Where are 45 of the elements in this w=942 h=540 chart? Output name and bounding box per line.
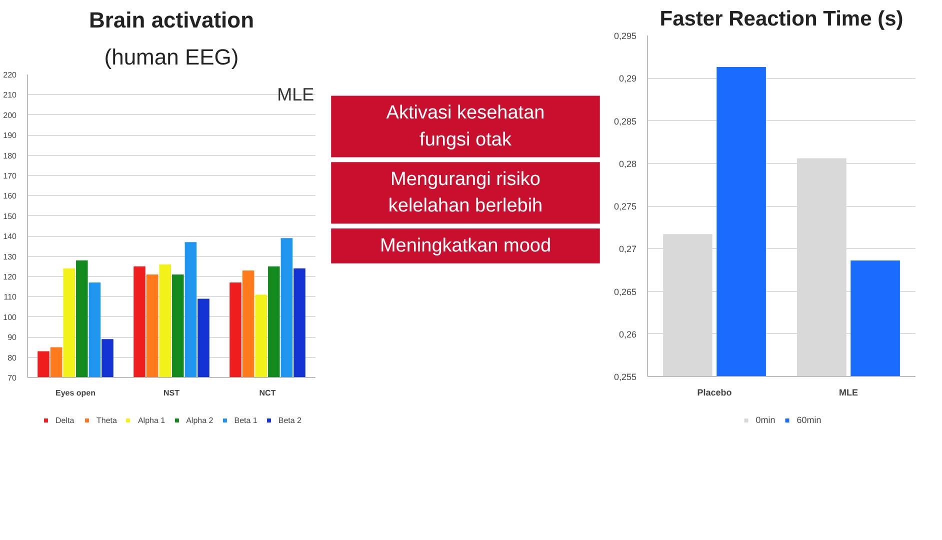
x-tick-label: MLE xyxy=(839,388,858,398)
annotation: MLE xyxy=(277,84,314,104)
legend-label: 0min xyxy=(756,415,776,425)
y-tick-label: 0,27 xyxy=(618,244,637,254)
y-tick-label: 0,295 xyxy=(614,31,637,41)
legend-label: Alpha 2 xyxy=(186,416,214,424)
y-tick-label: 70 xyxy=(8,374,18,382)
legend-label: Beta 2 xyxy=(278,416,302,424)
x-tick-label: NCT xyxy=(259,388,276,398)
x-tick-label: Eyes open xyxy=(55,388,96,398)
y-tick-label: 150 xyxy=(3,212,18,221)
y-tick-label: 210 xyxy=(3,90,18,100)
y-tick-label: 110 xyxy=(4,292,18,302)
y-tick-label: 0,26 xyxy=(618,329,637,340)
y-tick-label: 160 xyxy=(3,192,18,201)
legend-label: Alpha 1 xyxy=(138,416,166,424)
y-tick-label: 140 xyxy=(3,232,18,242)
y-tick-label: 180 xyxy=(3,151,18,160)
text: Meningkatkan mood xyxy=(380,235,552,256)
y-tick-label: 90 xyxy=(8,333,18,342)
y-tick-label: 0,29 xyxy=(618,74,637,84)
y-tick-label: 120 xyxy=(3,272,18,282)
y-tick-label: 0,285 xyxy=(614,116,637,126)
y-tick-label: 0,275 xyxy=(614,202,637,212)
y-tick-label: 0,255 xyxy=(614,372,637,382)
chart-title: Faster Reaction Time (s) xyxy=(660,8,904,30)
y-tick-label: 0,28 xyxy=(618,158,637,169)
y-tick-label: 80 xyxy=(8,353,18,362)
x-tick-label: Placebo xyxy=(697,388,732,398)
chart-title: Brain activation xyxy=(88,8,254,32)
text: Aktivasi kesehatan fungsi otak xyxy=(386,102,545,150)
chart-subtitle: (human EEG) xyxy=(104,44,239,70)
legend-label: 60min xyxy=(796,415,822,425)
y-tick-label: 190 xyxy=(3,131,18,140)
legend-label: Beta 1 xyxy=(234,416,258,424)
legend-label: Theta xyxy=(96,416,117,424)
x-tick-label: NST xyxy=(164,388,180,398)
y-tick-label: 220 xyxy=(3,70,18,80)
text: Mengurangi risiko kelelahan berlebih xyxy=(388,169,543,217)
y-tick-label: 0,265 xyxy=(614,286,637,297)
y-tick-label: 130 xyxy=(3,252,18,262)
y-tick-label: 100 xyxy=(3,312,18,322)
y-tick-label: 200 xyxy=(3,110,18,120)
legend-label: Delta xyxy=(55,416,76,424)
y-tick-label: 170 xyxy=(3,172,18,180)
